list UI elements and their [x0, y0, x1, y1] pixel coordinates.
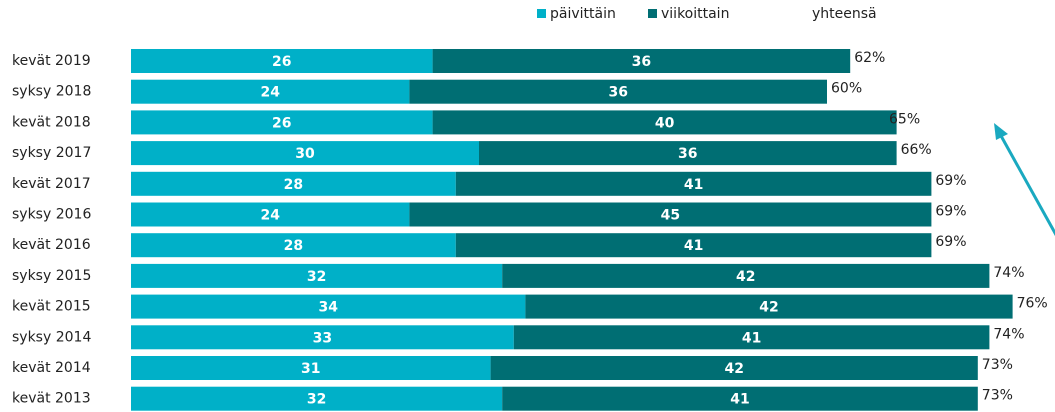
legend-swatch: [648, 9, 657, 18]
total-label: 73%: [982, 357, 1013, 373]
data-label: 32: [307, 269, 326, 285]
data-label: 28: [284, 177, 303, 193]
data-label: 32: [307, 392, 326, 408]
arrow: [998, 133, 1055, 237]
bar-segment: [432, 49, 851, 73]
y-tick-label: syksy 2018: [12, 84, 91, 100]
bar-segment: [409, 202, 932, 227]
data-label: 42: [736, 269, 755, 285]
bar-segment: [525, 294, 1013, 319]
bar-segment: [131, 49, 433, 73]
bar-segment: [131, 356, 491, 380]
total-label: 73%: [982, 388, 1013, 404]
y-tick-label: kevät 2019: [12, 53, 91, 69]
legend-swatch: [537, 9, 546, 18]
y-tick-label: kevät 2016: [12, 237, 91, 253]
total-label: 76%: [1017, 296, 1048, 312]
data-label: 24: [260, 85, 280, 101]
bar-segment: [502, 386, 978, 411]
bar-segment: [455, 171, 932, 196]
legend-label: viikoittain: [661, 6, 729, 22]
bar-segment: [131, 294, 526, 319]
bar-segment: [131, 263, 503, 288]
bar-segment: [513, 325, 990, 350]
total-label: 69%: [935, 234, 966, 250]
bar-segment: [409, 79, 827, 104]
data-label: 36: [608, 85, 627, 101]
total-label: 74%: [993, 265, 1024, 281]
y-tick-label: kevät 2015: [12, 299, 91, 315]
data-label: 26: [272, 54, 291, 70]
bar-segment: [131, 141, 479, 166]
data-label: 41: [684, 238, 703, 254]
total-label: 66%: [901, 142, 932, 158]
y-tick-label: syksy 2014: [12, 329, 91, 345]
total-label: 74%: [993, 326, 1024, 342]
legend-label: päivittäin: [550, 6, 616, 22]
data-label: 28: [284, 238, 303, 254]
y-tick-label: syksy 2017: [12, 145, 91, 161]
bar-segment: [131, 233, 456, 258]
arrow-head: [994, 123, 1008, 140]
total-label: 65%: [889, 111, 920, 127]
data-label: 34: [318, 300, 338, 316]
bar-segment: [131, 386, 503, 411]
y-tick-label: kevät 2017: [12, 176, 91, 192]
data-label: 41: [742, 330, 761, 346]
bar-segment: [131, 325, 514, 350]
data-label: 33: [313, 330, 332, 346]
total-label: 62%: [854, 50, 885, 66]
bar-segment: [455, 233, 932, 258]
y-tick-label: kevät 2013: [12, 391, 91, 407]
data-label: 36: [678, 146, 697, 162]
data-label: 26: [272, 115, 291, 131]
bar-segment: [131, 202, 410, 227]
bar-segment: [131, 171, 456, 196]
y-tick-label: syksy 2015: [12, 268, 91, 284]
data-label: 41: [684, 177, 703, 193]
data-label: 42: [759, 300, 778, 316]
bar-segment: [131, 79, 410, 104]
y-tick-label: kevät 2018: [12, 114, 91, 130]
data-label: 40: [655, 115, 675, 131]
data-label: 24: [260, 208, 280, 224]
bar-segment: [479, 141, 897, 166]
y-tick-label: kevät 2014: [12, 360, 91, 376]
bar-segment: [131, 110, 433, 135]
total-label: 60%: [831, 81, 862, 97]
data-label: 30: [295, 146, 315, 162]
legend-label: yhteensä: [812, 6, 877, 22]
data-label: 42: [724, 361, 743, 377]
data-label: 41: [730, 392, 749, 408]
bar-segment: [432, 110, 897, 135]
data-label: 36: [632, 54, 651, 70]
total-label: 69%: [935, 204, 966, 220]
data-label: 45: [661, 208, 680, 224]
total-label: 69%: [935, 173, 966, 189]
bar-segment: [502, 263, 990, 288]
data-label: 31: [301, 361, 320, 377]
bar-segment: [490, 356, 978, 380]
y-tick-label: syksy 2016: [12, 207, 91, 223]
